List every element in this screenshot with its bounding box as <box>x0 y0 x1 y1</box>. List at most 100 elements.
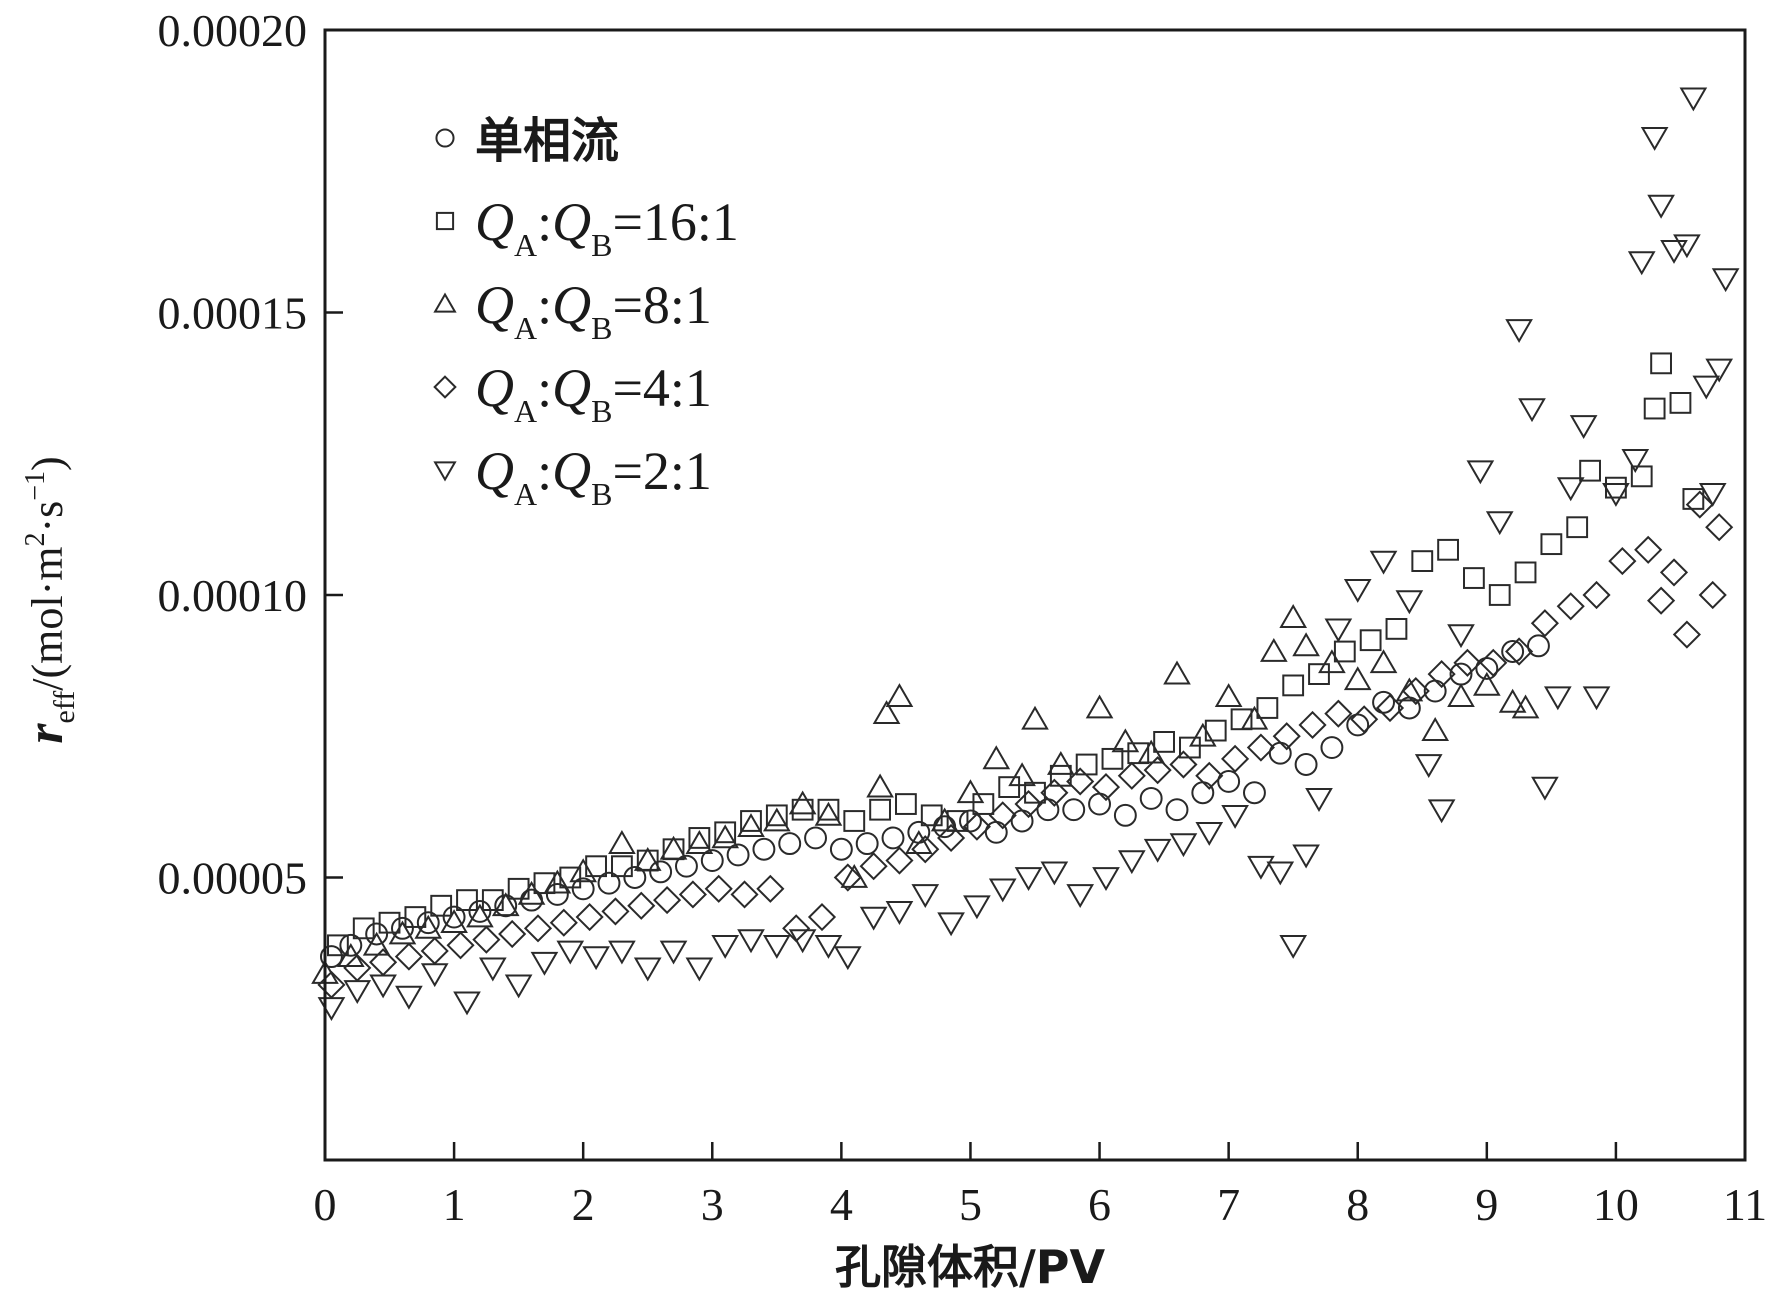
y-axis-unit-suffix: ) <box>23 456 72 471</box>
data-point <box>478 957 507 982</box>
data-point <box>608 940 636 965</box>
x-tick-label: 8 <box>1346 1179 1369 1230</box>
data-point <box>804 826 827 850</box>
data-point <box>1350 705 1379 734</box>
data-point <box>530 951 559 976</box>
data-point <box>468 899 492 923</box>
data-point <box>711 824 740 849</box>
data-point <box>1272 722 1301 751</box>
data-point <box>507 877 530 900</box>
data-point <box>1324 699 1353 728</box>
data-point <box>420 936 449 966</box>
data-point <box>1647 194 1675 219</box>
data-point <box>756 874 785 903</box>
data-point <box>395 985 423 1010</box>
data-point <box>1040 778 1069 807</box>
data-point <box>1488 584 1511 606</box>
data-point <box>517 880 546 905</box>
data-point <box>1188 722 1217 747</box>
data-point <box>1165 798 1189 822</box>
y-tick-label: 0.00005 <box>158 853 308 904</box>
data-point <box>730 880 759 909</box>
y-tick-label: 0.00015 <box>158 288 308 339</box>
data-point <box>1627 251 1656 276</box>
data-point <box>491 892 520 917</box>
data-point <box>859 906 888 931</box>
data-point <box>956 779 985 804</box>
legend-label: QA:QB=4:1 <box>475 358 712 429</box>
data-point <box>1153 731 1175 753</box>
data-point <box>1246 733 1275 762</box>
data-point <box>1485 511 1514 536</box>
data-point <box>1705 358 1734 383</box>
x-tick-label: 6 <box>1088 1179 1111 1230</box>
data-point <box>633 957 662 982</box>
data-point <box>352 917 375 940</box>
data-point <box>1582 580 1611 610</box>
data-point <box>653 886 682 915</box>
data-point <box>430 894 453 917</box>
data-point <box>1091 773 1121 802</box>
data-point <box>1582 686 1611 711</box>
data-point <box>320 945 343 969</box>
legend-item: QA:QB=2:1 <box>433 441 712 512</box>
data-point <box>1647 586 1676 615</box>
data-point <box>1463 567 1485 589</box>
data-point <box>1650 352 1672 375</box>
data-point <box>1569 415 1598 440</box>
data-point <box>317 970 346 999</box>
data-point <box>814 801 843 826</box>
data-point <box>1014 867 1043 892</box>
data-point <box>1540 533 1563 556</box>
data-point <box>1292 844 1320 869</box>
data-point <box>1411 550 1434 573</box>
data-point <box>1279 604 1308 628</box>
data-point <box>778 832 802 856</box>
data-point <box>1672 620 1701 649</box>
data-point <box>1179 736 1201 759</box>
data-point <box>1427 799 1456 824</box>
data-point <box>881 826 905 850</box>
data-point <box>659 835 688 860</box>
legend-item: QA:QB=16:1 <box>435 192 739 263</box>
data-point <box>1447 624 1475 649</box>
data-point <box>869 798 891 821</box>
data-point <box>378 911 401 934</box>
data-point <box>937 823 966 853</box>
data-point <box>1256 697 1279 719</box>
data-point <box>1139 786 1163 810</box>
data-point <box>523 914 553 943</box>
data-point <box>343 953 372 982</box>
data-point <box>920 804 943 827</box>
data-point <box>453 991 481 1016</box>
data-point <box>963 895 991 920</box>
y-axis-subscript: eff <box>48 691 81 724</box>
data-point <box>859 852 888 881</box>
data-point <box>1466 460 1495 485</box>
data-point <box>1385 618 1408 640</box>
x-tick-label: 3 <box>701 1179 724 1230</box>
data-point <box>1117 761 1146 790</box>
data-point <box>416 911 440 935</box>
data-point <box>414 914 443 939</box>
data-point <box>1511 694 1540 719</box>
x-tick-label: 1 <box>443 1179 466 1230</box>
data-point <box>1324 618 1353 643</box>
data-point <box>1369 550 1398 575</box>
x-axis-label: 孔隙体积/PV <box>835 1240 1106 1294</box>
data-point <box>843 810 866 832</box>
data-point <box>582 946 610 971</box>
data-point <box>1320 736 1344 759</box>
data-point <box>885 901 914 925</box>
data-point <box>1279 934 1308 959</box>
data-point <box>569 858 598 883</box>
data-point <box>1247 855 1275 880</box>
data-point <box>1204 719 1227 742</box>
legend-item: 单相流 <box>435 113 619 169</box>
data-point <box>1143 756 1172 785</box>
legend-marker <box>433 292 457 313</box>
data-point <box>1660 240 1688 264</box>
legend-label: QA:QB=2:1 <box>475 441 712 512</box>
